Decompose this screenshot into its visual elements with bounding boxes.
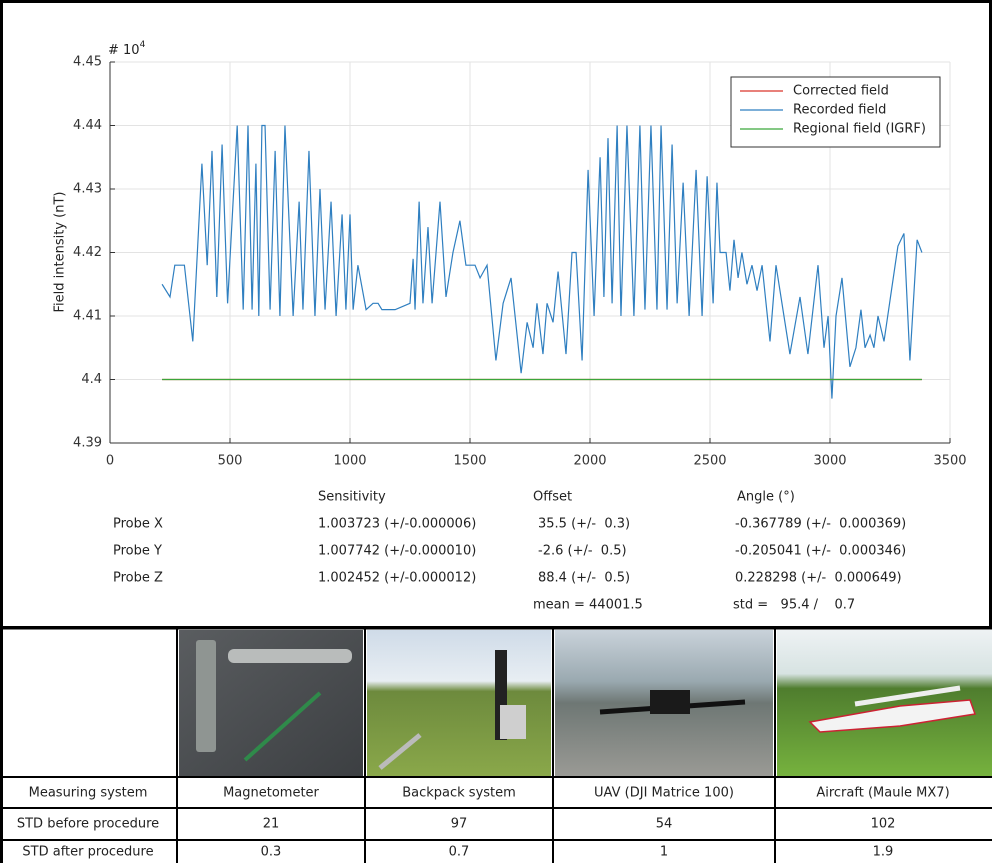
system-name: Aircraft (Maule MX7) <box>816 786 949 801</box>
x-tick-label: 1000 <box>333 454 366 469</box>
y-tick-label: 4.42 <box>73 245 102 260</box>
row-header: Measuring system <box>29 786 148 801</box>
std-value: 21 <box>263 817 280 832</box>
y-tick-label: 4.41 <box>73 309 102 324</box>
photo-detail <box>854 685 961 707</box>
std-value: 97 <box>451 817 468 832</box>
std-value: 0.3 <box>261 845 282 860</box>
std-value: 0.7 <box>449 845 470 860</box>
photos <box>179 630 992 776</box>
y-tick-label: 4.43 <box>73 182 102 197</box>
series-line <box>161 124 923 399</box>
x-tick-label: 0 <box>106 454 114 469</box>
legend: Corrected field Recorded field Regional fi… <box>730 76 941 148</box>
calibration-cell: 1.003723 (+/-0.000006) <box>318 517 476 532</box>
calibration-table: Sensitivity Offset Angle (°) Probe X 1.00372… <box>113 490 906 613</box>
std-value: 102 <box>871 817 896 832</box>
legend-label: Corrected field <box>793 84 889 99</box>
calibration-mean: mean = 44001.5 <box>533 598 643 613</box>
calibration-cell: 35.5 (+/- 0.3) <box>538 517 630 532</box>
calibration-cell: 1.007742 (+/-0.000010) <box>318 544 476 559</box>
y-tick-label: 4.39 <box>73 436 102 451</box>
legend-box <box>730 76 941 148</box>
std-value: 1 <box>660 845 668 860</box>
system-name: Magnetometer <box>223 786 319 801</box>
table-lines <box>0 626 992 863</box>
y-tick-label: 4.45 <box>73 55 102 70</box>
calibration-header: Sensitivity <box>318 490 386 505</box>
row-header: STD before procedure <box>17 817 159 832</box>
calibration-header: Offset <box>533 490 572 505</box>
calibration-cell: 88.4 (+/- 0.5) <box>538 571 630 586</box>
x-tick-label: 2500 <box>693 454 726 469</box>
calibration-cell: 0.228298 (+/- 0.000649) <box>735 571 902 586</box>
comparison-table: Measuring system Magnetometer Backpack sys… <box>0 626 992 863</box>
photo-detail <box>378 733 422 770</box>
x-tick-label: 500 <box>218 454 243 469</box>
multiplier-exponent: 4 <box>140 40 146 50</box>
x-tick-label: 2000 <box>573 454 606 469</box>
plot-area: 4.39 4.4 4.41 4.42 4.43 4.44 4.45 0 500 1000 1500 2… <box>73 55 967 469</box>
calibration-cell: -0.367789 (+/- 0.000369) <box>735 517 906 532</box>
photo-detail <box>650 690 690 714</box>
x-tick-label: 3000 <box>813 454 846 469</box>
legend-label: Recorded field <box>793 103 886 118</box>
y-multiplier: # 104 <box>108 40 146 58</box>
calibration-cell: -2.6 (+/- 0.5) <box>538 544 627 559</box>
calibration-header: Angle (°) <box>737 490 795 505</box>
legend-label: Regional field (IGRF) <box>793 122 926 137</box>
photo-detail <box>808 699 977 733</box>
y-axis-label: Field intensity (nT) <box>53 192 68 313</box>
y-tick-label: 4.4 <box>81 372 102 387</box>
x-tick-label: 1500 <box>453 454 486 469</box>
photo-detail <box>196 640 216 752</box>
system-name: Backpack system <box>402 786 516 801</box>
row-header: STD after procedure <box>22 845 153 860</box>
calibration-cell: 1.002452 (+/-0.000012) <box>318 571 476 586</box>
std-value: 54 <box>656 817 673 832</box>
calibration-cell: -0.205041 (+/- 0.000346) <box>735 544 906 559</box>
calibration-cell: Probe X <box>113 517 163 532</box>
std-value: 1.9 <box>873 845 894 860</box>
y-tick-label: 4.44 <box>73 118 102 133</box>
photo-detail <box>228 649 352 663</box>
x-tick-label: 3500 <box>933 454 966 469</box>
system-name: UAV (DJI Matrice 100) <box>594 786 734 801</box>
calibration-cell: Probe Y <box>113 544 162 559</box>
multiplier-base: # 10 <box>108 43 140 58</box>
photo-detail <box>500 705 526 739</box>
calibration-std: std = 95.4 / 0.7 <box>733 598 855 613</box>
calibration-cell: Probe Z <box>113 571 163 586</box>
photo-detail <box>243 691 322 762</box>
